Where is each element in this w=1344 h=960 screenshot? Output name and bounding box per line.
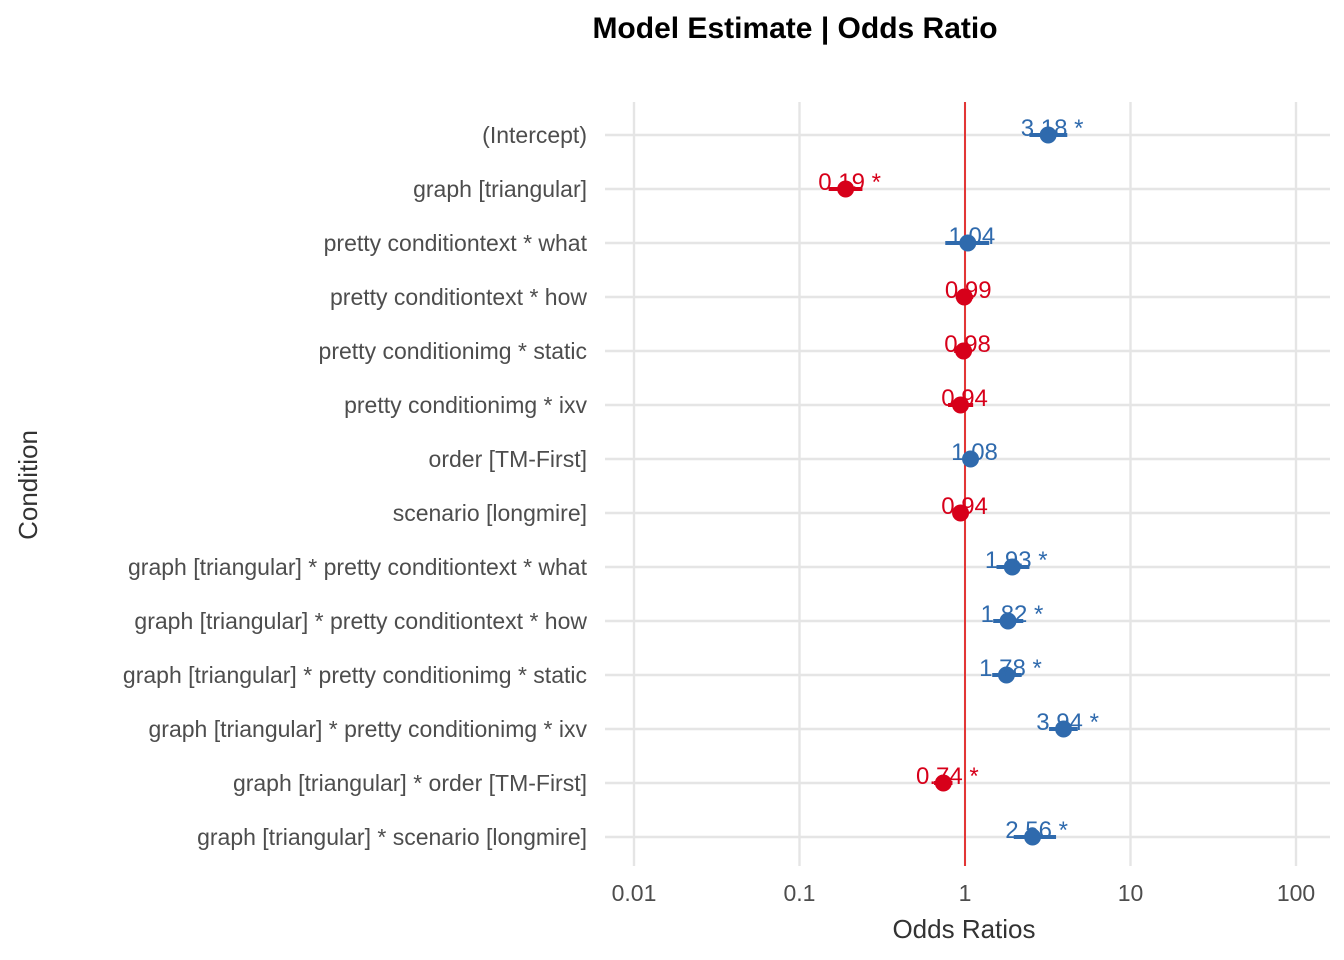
y-tick-label: pretty conditiontext * how — [330, 284, 587, 310]
y-tick-label: pretty conditiontext * what — [324, 230, 588, 256]
x-tick-label: 10 — [1118, 880, 1144, 906]
estimate-point — [955, 288, 973, 306]
estimate-label: 0.94 — [941, 493, 988, 520]
y-tick-label: order [TM-First] — [429, 446, 587, 472]
estimate-label: 1.04 — [948, 223, 995, 250]
estimate-point — [962, 450, 980, 468]
estimate-point — [999, 612, 1017, 630]
estimate-label: 0.94 — [941, 385, 988, 412]
estimate-point — [1003, 558, 1021, 576]
y-tick-label: pretty conditionimg * static — [319, 338, 587, 364]
x-axis-title: Odds Ratios — [892, 914, 1035, 944]
estimate-point — [959, 234, 977, 252]
estimate-point — [955, 342, 973, 360]
estimate-label: 0.19 * — [818, 169, 881, 196]
estimate-label: 3.94 * — [1036, 709, 1099, 736]
estimate-point — [1055, 720, 1073, 738]
estimate-label: 1.78 * — [979, 655, 1042, 682]
x-tick-label: 100 — [1277, 880, 1315, 906]
y-tick-label: graph [triangular] * pretty conditionimg… — [149, 716, 588, 742]
y-tick-label: pretty conditionimg * ixv — [344, 392, 587, 418]
y-tick-label: (Intercept) — [482, 122, 587, 148]
estimate-point — [837, 180, 855, 198]
estimate-label: 3.18 * — [1021, 115, 1084, 142]
y-tick-label: graph [triangular] * order [TM-First] — [233, 770, 587, 796]
estimate-point — [997, 666, 1015, 684]
y-tick-label: graph [triangular] * pretty conditiontex… — [134, 608, 587, 634]
estimate-label: 1.82 * — [981, 601, 1044, 628]
grid-lines — [605, 102, 1330, 866]
chart-title: Model Estimate | Odds Ratio — [592, 12, 997, 45]
estimate-label: 0.74 * — [916, 763, 979, 790]
y-tick-label: graph [triangular] * pretty conditiontex… — [128, 554, 588, 580]
y-tick-label: scenario [longmire] — [393, 500, 587, 526]
data-marks: 3.18 * 0.19 * 1.04 0.99 0.98 0.94 1.08 0.94 1.93… — [818, 115, 1099, 846]
x-tick-label: 0.01 — [612, 880, 657, 906]
y-tick-label: graph [triangular] * pretty conditionimg… — [123, 662, 587, 688]
y-axis-tick-labels: (Intercept) graph [triangular] pretty cond… — [123, 122, 588, 850]
y-axis-title: Condition — [13, 430, 43, 540]
estimate-point — [1024, 828, 1042, 846]
estimate-point — [934, 774, 952, 792]
y-tick-label: graph [triangular] — [413, 176, 587, 202]
x-axis-tick-labels: 0.01 0.1 1 10 100 — [612, 880, 1316, 906]
x-tick-label: 1 — [959, 880, 972, 906]
estimate-label: 1.93 * — [985, 547, 1048, 574]
x-tick-label: 0.1 — [784, 880, 816, 906]
estimate-point — [1039, 126, 1057, 144]
estimate-point — [952, 504, 970, 522]
estimate-label: 2.56 * — [1005, 817, 1068, 844]
estimate-label: 0.98 — [944, 331, 991, 358]
estimate-point — [952, 396, 970, 414]
estimate-label: 0.99 — [945, 277, 992, 304]
y-tick-label: graph [triangular] * scenario [longmire] — [197, 824, 587, 850]
estimate-label: 1.08 — [951, 439, 998, 466]
